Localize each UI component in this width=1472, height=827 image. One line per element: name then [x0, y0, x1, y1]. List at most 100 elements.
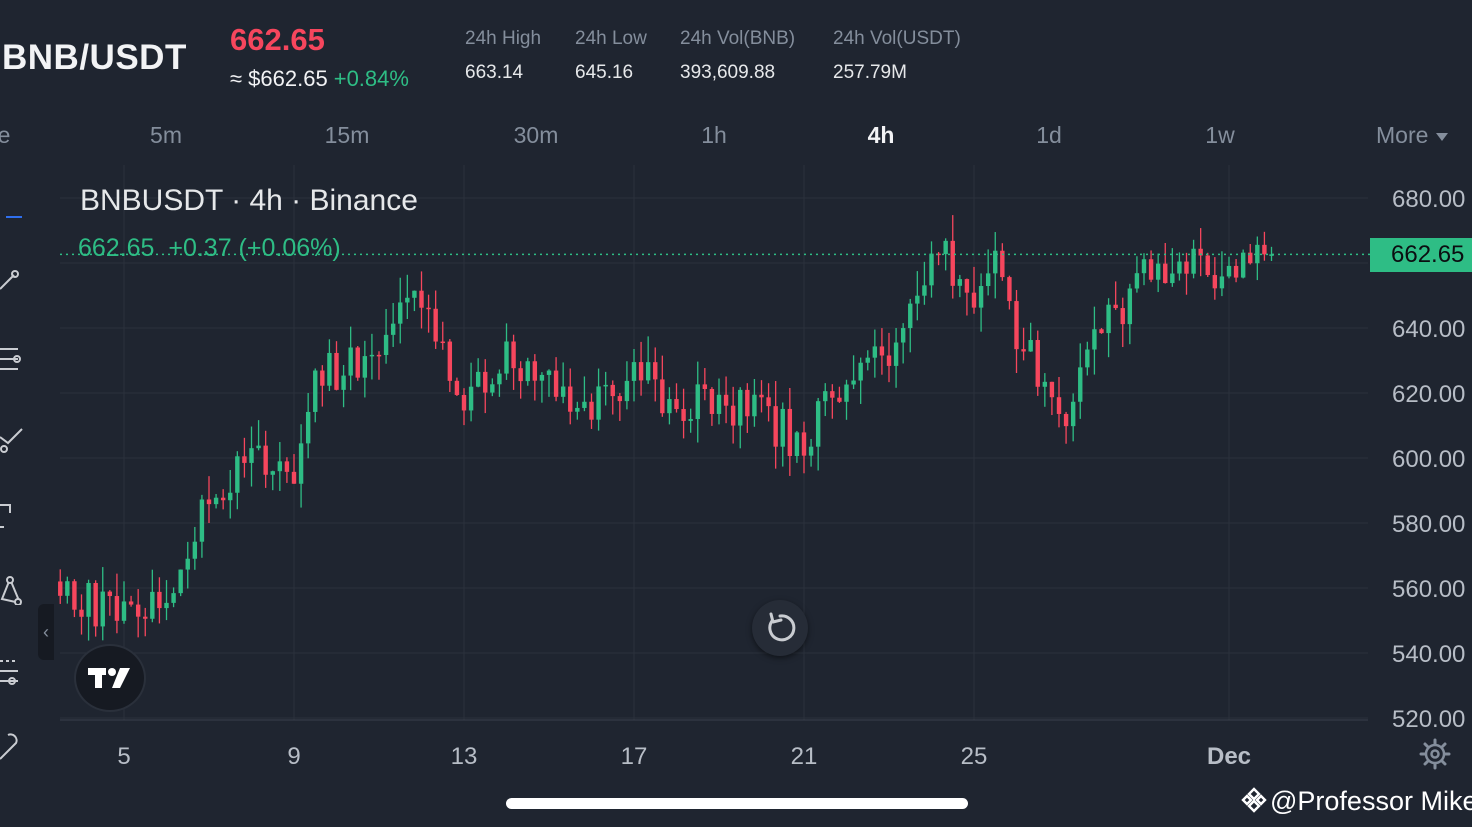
candle-body	[808, 446, 814, 456]
candle-body	[738, 389, 743, 426]
candle-body	[787, 408, 793, 457]
trading-pair[interactable]: BNB/USDT	[2, 38, 187, 77]
tab-interval-partial[interactable]: e	[0, 122, 11, 148]
candle-body	[922, 285, 927, 296]
stat-24h-vol-bnb: 24h Vol(BNB) 393,609.88	[680, 28, 795, 84]
reset-chart-button[interactable]	[752, 600, 808, 656]
candle-body	[270, 471, 275, 475]
candle-body	[228, 492, 233, 501]
stat-value: 663.14	[465, 62, 524, 83]
candle-body	[398, 302, 403, 324]
candle-body	[553, 370, 559, 397]
x-tick-label: 9	[287, 743, 300, 770]
settings-gear-icon[interactable]	[1418, 737, 1452, 771]
candle-body	[376, 354, 382, 357]
candle-body	[610, 384, 615, 397]
candle-body	[1198, 248, 1203, 256]
tab-4h[interactable]: 4h	[867, 122, 895, 148]
binance-logo-icon	[1241, 787, 1267, 813]
axes: 520.00 540.00 560.00 580.00 600.00 620.00 640.…	[60, 186, 1465, 770]
more-intervals-dropdown[interactable]: More	[1376, 122, 1449, 149]
collapse-toolbar-button[interactable]: ‹	[38, 604, 54, 660]
candle-body	[752, 394, 757, 417]
candle-body	[1205, 255, 1210, 276]
candle-body	[915, 295, 920, 304]
candle-body	[645, 362, 651, 381]
candle-body	[1099, 329, 1104, 334]
candle-body	[1148, 259, 1154, 280]
candle-body	[426, 307, 431, 310]
fib-tools-icon[interactable]	[0, 345, 30, 375]
candle-body	[93, 583, 98, 627]
stat-label: 24h Vol(BNB)	[680, 28, 796, 49]
crosshair-icon[interactable]	[0, 201, 30, 231]
watermark-text: @Professor Mike	[1270, 786, 1472, 816]
candle-body	[468, 386, 474, 411]
candle-body	[1170, 273, 1175, 284]
candle-body	[858, 362, 863, 381]
caret-down-icon	[1436, 132, 1449, 141]
x-tick-label: 5	[117, 743, 130, 770]
candle-body	[86, 583, 91, 617]
interval-tabs: e 5m 15m 30m 1h 4h 1d 1w More	[0, 118, 1472, 158]
candle-body	[978, 286, 984, 308]
candle-body	[1092, 329, 1097, 350]
candle-body	[872, 346, 878, 358]
candle-body	[490, 384, 495, 393]
candle-body	[589, 401, 594, 420]
candle-body	[355, 347, 360, 378]
stat-24h-low: 24h Low 645.16	[575, 28, 647, 84]
tab-1h[interactable]: 1h	[701, 122, 727, 148]
candle-body	[497, 373, 502, 385]
candle-body	[879, 346, 885, 356]
candle-body	[851, 380, 856, 385]
candle-body	[447, 341, 453, 381]
candle-body	[412, 290, 417, 298]
tradingview-logo[interactable]	[74, 644, 146, 712]
candle-body	[1120, 308, 1125, 325]
candle-body	[383, 334, 389, 356]
candles	[58, 215, 1274, 641]
candle-body	[199, 499, 205, 542]
tab-1d[interactable]: 1d	[1036, 122, 1062, 148]
candle-body	[461, 394, 467, 411]
candle-body	[653, 362, 658, 380]
candle-body	[327, 352, 332, 386]
candle-body	[143, 616, 148, 619]
candle-body	[1262, 244, 1267, 255]
candle-body	[178, 569, 183, 594]
candle-body	[511, 341, 516, 369]
candle-body	[695, 384, 700, 420]
candle-body	[1007, 277, 1012, 302]
x-tick-label: Dec	[1207, 743, 1251, 770]
eraser-icon[interactable]	[0, 731, 30, 761]
candle-body	[936, 253, 941, 256]
candle-body	[624, 380, 630, 402]
candle-body	[1113, 304, 1118, 309]
home-indicator[interactable]	[506, 798, 968, 809]
candle-body	[964, 279, 970, 293]
y-tick-label: 640.00	[1392, 316, 1465, 343]
tab-5m[interactable]: 5m	[150, 122, 182, 148]
tab-1w[interactable]: 1w	[1205, 122, 1235, 148]
reset-chart-icon	[768, 612, 796, 642]
candle-body	[1014, 301, 1019, 350]
candle-body	[1042, 381, 1048, 387]
stat-value: 257.79M	[833, 62, 907, 83]
candle-body	[766, 397, 771, 407]
text-icon[interactable]	[0, 501, 30, 531]
y-tick-label: 600.00	[1392, 446, 1465, 473]
candle-body	[603, 384, 608, 387]
tradingview-logo-icon	[88, 668, 130, 688]
brush-icon[interactable]	[0, 423, 30, 453]
measure-icon[interactable]	[0, 657, 30, 687]
candle-body	[390, 323, 396, 335]
trend-line-icon[interactable]	[0, 265, 30, 295]
candle-body	[192, 541, 198, 559]
pattern-icon[interactable]	[0, 575, 30, 605]
tab-30m[interactable]: 30m	[513, 122, 559, 148]
candle-body	[235, 456, 240, 493]
candle-body	[723, 394, 729, 406]
tab-15m[interactable]: 15m	[324, 122, 370, 148]
